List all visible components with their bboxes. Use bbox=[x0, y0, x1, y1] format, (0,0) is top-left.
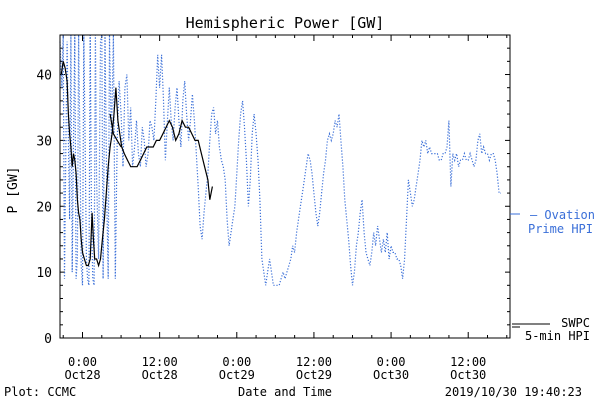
x-tick-date: Oct30 bbox=[450, 368, 486, 382]
y-tick-label: 40 bbox=[36, 69, 52, 84]
y-axis-label: P [GW] bbox=[6, 167, 21, 214]
x-axis-label: Date and Time bbox=[238, 385, 332, 399]
x-axis-ticks: 0:00Oct2812:00Oct280:00Oct2912:00Oct290:… bbox=[62, 35, 508, 382]
x-tick-date: Oct30 bbox=[373, 368, 409, 382]
y-tick-label: 30 bbox=[36, 134, 52, 149]
plot-frame bbox=[59, 34, 511, 339]
x-tick-time: 0:00 bbox=[68, 355, 97, 369]
x-tick-date: Oct28 bbox=[64, 368, 100, 382]
legend-ovation-line2: Prime HPI bbox=[528, 222, 593, 236]
legend-ovation: – Ovation Prime HPI bbox=[510, 208, 595, 236]
series-swpc-line bbox=[109, 113, 122, 148]
legend-swpc-line2: 5-min HPI bbox=[525, 329, 590, 343]
legend-swpc: SWPC 5-min HPI bbox=[512, 316, 590, 343]
x-tick-time: 12:00 bbox=[296, 355, 332, 369]
x-tick-date: Oct28 bbox=[142, 368, 178, 382]
y-tick-label: 10 bbox=[36, 266, 52, 281]
legend-swpc-line1: SWPC bbox=[561, 316, 590, 330]
series-ovation-prime-hpi bbox=[59, 34, 501, 286]
y-tick-label: 0 bbox=[44, 332, 52, 347]
x-tick-time: 0:00 bbox=[222, 355, 251, 369]
plot-timestamp: 2019/10/30 19:40:23 bbox=[445, 385, 582, 399]
legend-ovation-line1: – Ovation bbox=[530, 208, 595, 222]
series-swpc-hpi bbox=[60, 61, 213, 268]
x-tick-date: Oct29 bbox=[219, 368, 255, 382]
y-tick-label: 20 bbox=[36, 200, 52, 215]
series-ovation-line bbox=[59, 34, 501, 286]
chart-title: Hemispheric Power [GW] bbox=[186, 14, 385, 32]
x-tick-time: 0:00 bbox=[377, 355, 406, 369]
x-tick-date: Oct29 bbox=[296, 368, 332, 382]
x-tick-time: 12:00 bbox=[142, 355, 178, 369]
x-tick-time: 12:00 bbox=[450, 355, 486, 369]
plot-credit: Plot: CCMC bbox=[4, 385, 76, 399]
series-swpc-line bbox=[60, 61, 213, 268]
